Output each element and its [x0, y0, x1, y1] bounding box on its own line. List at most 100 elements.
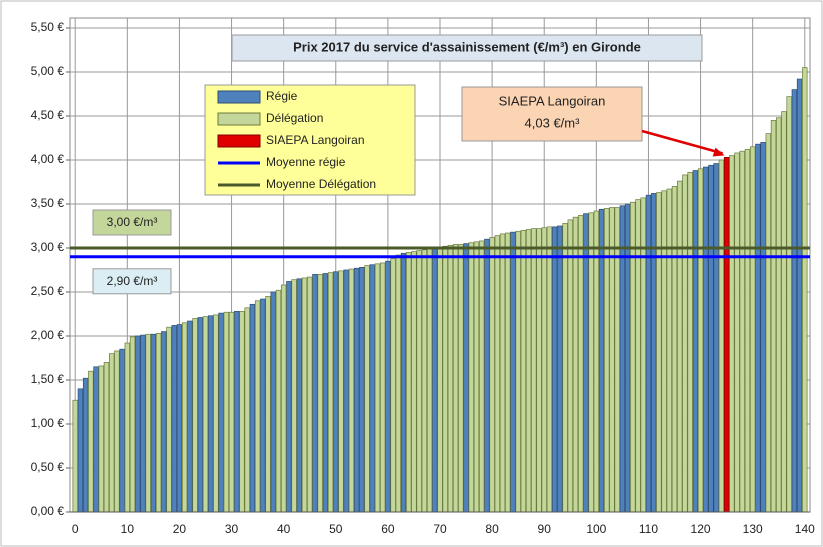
- bar: [416, 250, 422, 513]
- bar: [437, 246, 443, 513]
- x-tick-label: 30: [225, 522, 239, 536]
- bar: [379, 262, 386, 513]
- y-tick-label: 2,50 €: [31, 284, 65, 298]
- bar: [150, 333, 157, 513]
- bar: [776, 117, 782, 513]
- bar: [749, 146, 756, 513]
- bar: [359, 267, 365, 513]
- bar: [598, 208, 605, 513]
- bar: [505, 232, 511, 513]
- y-tick-label: 5,00 €: [31, 64, 65, 78]
- bar: [489, 237, 495, 513]
- chart-title: Prix 2017 du service d'assainissement (€…: [293, 39, 641, 54]
- bar: [265, 296, 271, 513]
- bar: [103, 362, 110, 513]
- bar: [520, 230, 527, 513]
- bar: [275, 289, 282, 513]
- bar: [395, 254, 402, 513]
- x-tick-label: 0: [72, 522, 79, 536]
- mean-label: 3,00 €/m³: [107, 215, 158, 229]
- mean-label-box: [92, 209, 172, 236]
- legend-label: Moyenne Délégation: [266, 177, 376, 191]
- bar: [124, 342, 131, 513]
- x-tick-label: 90: [538, 522, 552, 536]
- bar: [458, 244, 464, 513]
- title-box: [231, 34, 703, 62]
- x-tick-label: 60: [381, 522, 395, 536]
- bar: [421, 249, 428, 513]
- bar: [760, 142, 766, 513]
- bar: [369, 264, 375, 513]
- bar: [291, 279, 297, 513]
- bar: [254, 300, 261, 513]
- bar: [473, 241, 480, 513]
- bar: [176, 324, 183, 513]
- bar: [296, 278, 302, 513]
- bar: [682, 174, 688, 513]
- y-tick-label: 4,50 €: [31, 108, 65, 122]
- bar: [796, 78, 803, 513]
- bar: [333, 271, 339, 513]
- x-tick-label: 80: [485, 522, 499, 536]
- bar: [385, 260, 391, 513]
- bar: [213, 314, 219, 513]
- x-tick-label: 110: [639, 522, 658, 536]
- y-tick-label: 5,50 €: [31, 20, 65, 34]
- bar: [578, 215, 584, 513]
- bar: [312, 274, 318, 513]
- bar: [734, 152, 740, 513]
- bar: [666, 188, 672, 513]
- bar: [228, 311, 235, 513]
- bar: [270, 291, 276, 513]
- bar: [327, 272, 334, 513]
- bar: [317, 274, 323, 513]
- bar: [171, 325, 177, 513]
- bar: [567, 219, 573, 513]
- bar: [338, 270, 344, 513]
- bar: [729, 155, 735, 513]
- bar: [307, 276, 313, 513]
- bar: [244, 307, 250, 513]
- bar: [234, 311, 240, 513]
- legend-label: Délégation: [266, 111, 323, 125]
- bar: [432, 247, 438, 513]
- bar: [572, 216, 579, 513]
- bar: [541, 227, 547, 513]
- bar: [202, 316, 209, 513]
- y-tick-label: 1,00 €: [31, 416, 65, 430]
- bar: [343, 269, 349, 513]
- bar: [551, 226, 558, 513]
- bar: [744, 149, 751, 513]
- y-tick-label: 3,50 €: [31, 196, 65, 210]
- annotation-arrow: [641, 129, 723, 155]
- bar: [697, 168, 704, 513]
- x-tick-label: 10: [121, 522, 135, 536]
- y-tick-label: 0,00 €: [31, 504, 65, 518]
- bar: [583, 213, 589, 513]
- annotation-box: [461, 86, 643, 142]
- x-tick-label: 120: [691, 522, 711, 536]
- bar: [129, 336, 136, 513]
- bar: [411, 251, 417, 513]
- bar: [280, 284, 287, 513]
- x-tick-label: 40: [277, 522, 291, 536]
- bar: [286, 281, 292, 513]
- bar: [88, 370, 94, 513]
- bar: [374, 263, 381, 513]
- bar: [677, 180, 683, 513]
- bar: [687, 171, 693, 513]
- bar: [692, 170, 699, 513]
- bar: [406, 252, 412, 513]
- legend-label: SIAEPA Langoiran: [266, 133, 365, 147]
- bar: [77, 388, 84, 513]
- bar: [650, 193, 657, 513]
- bar: [119, 348, 125, 513]
- mean-label-box: [92, 268, 172, 295]
- bar: [135, 335, 141, 513]
- bar: [353, 267, 360, 513]
- x-tick-label: 100: [586, 522, 606, 536]
- bar: [145, 333, 151, 513]
- y-tick-label: 4,00 €: [31, 152, 65, 166]
- bar: [187, 320, 193, 513]
- bar: [510, 231, 516, 513]
